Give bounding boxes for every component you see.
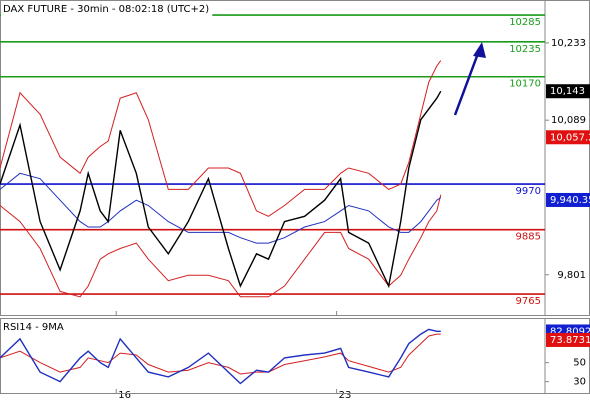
price-tag-label: 10,057.2: [550, 132, 590, 143]
panel-title: DAX FUTURE - 30min - 08:02:18 (UTC+2): [3, 4, 209, 15]
series-line: [0, 172, 442, 244]
series-line: [0, 90, 442, 289]
trend-arrow: [453, 47, 482, 116]
y-tick-label: 50: [573, 358, 586, 369]
price-tag-label: 10,143: [550, 86, 585, 97]
price-tag-label: 9,940.35: [550, 195, 590, 206]
arrow-head: [473, 42, 486, 58]
series-line: [0, 333, 441, 375]
level-label: 9970: [516, 186, 541, 197]
level-label: 9885: [516, 232, 541, 243]
price-tag-label: 82.8092: [550, 326, 590, 337]
series-line: [0, 194, 442, 298]
x-tick-label: 16: [118, 390, 131, 400]
price-tag: [546, 332, 590, 347]
price-tag: [546, 130, 590, 145]
y-tick-label: 30: [573, 377, 586, 388]
price-tag-label: 73.8731: [550, 335, 590, 346]
price-tag: [546, 192, 590, 207]
y-tick-label: 10,233: [551, 38, 586, 49]
series-line: [0, 328, 441, 385]
price-tag: [546, 84, 590, 99]
series-line: [0, 60, 442, 217]
level-label: 10235: [509, 44, 541, 55]
level-label: 9765: [516, 296, 541, 307]
panel-title: RSI14 - 9MA: [3, 322, 64, 333]
title-background: [1, 319, 67, 334]
y-tick-label: 10,089: [551, 115, 586, 126]
x-tick-label: 23: [339, 390, 352, 400]
title-background: [1, 1, 213, 16]
y-tick-label: 9,801: [557, 270, 586, 281]
level-label: 10170: [509, 79, 541, 90]
level-label: 10285: [509, 17, 541, 28]
